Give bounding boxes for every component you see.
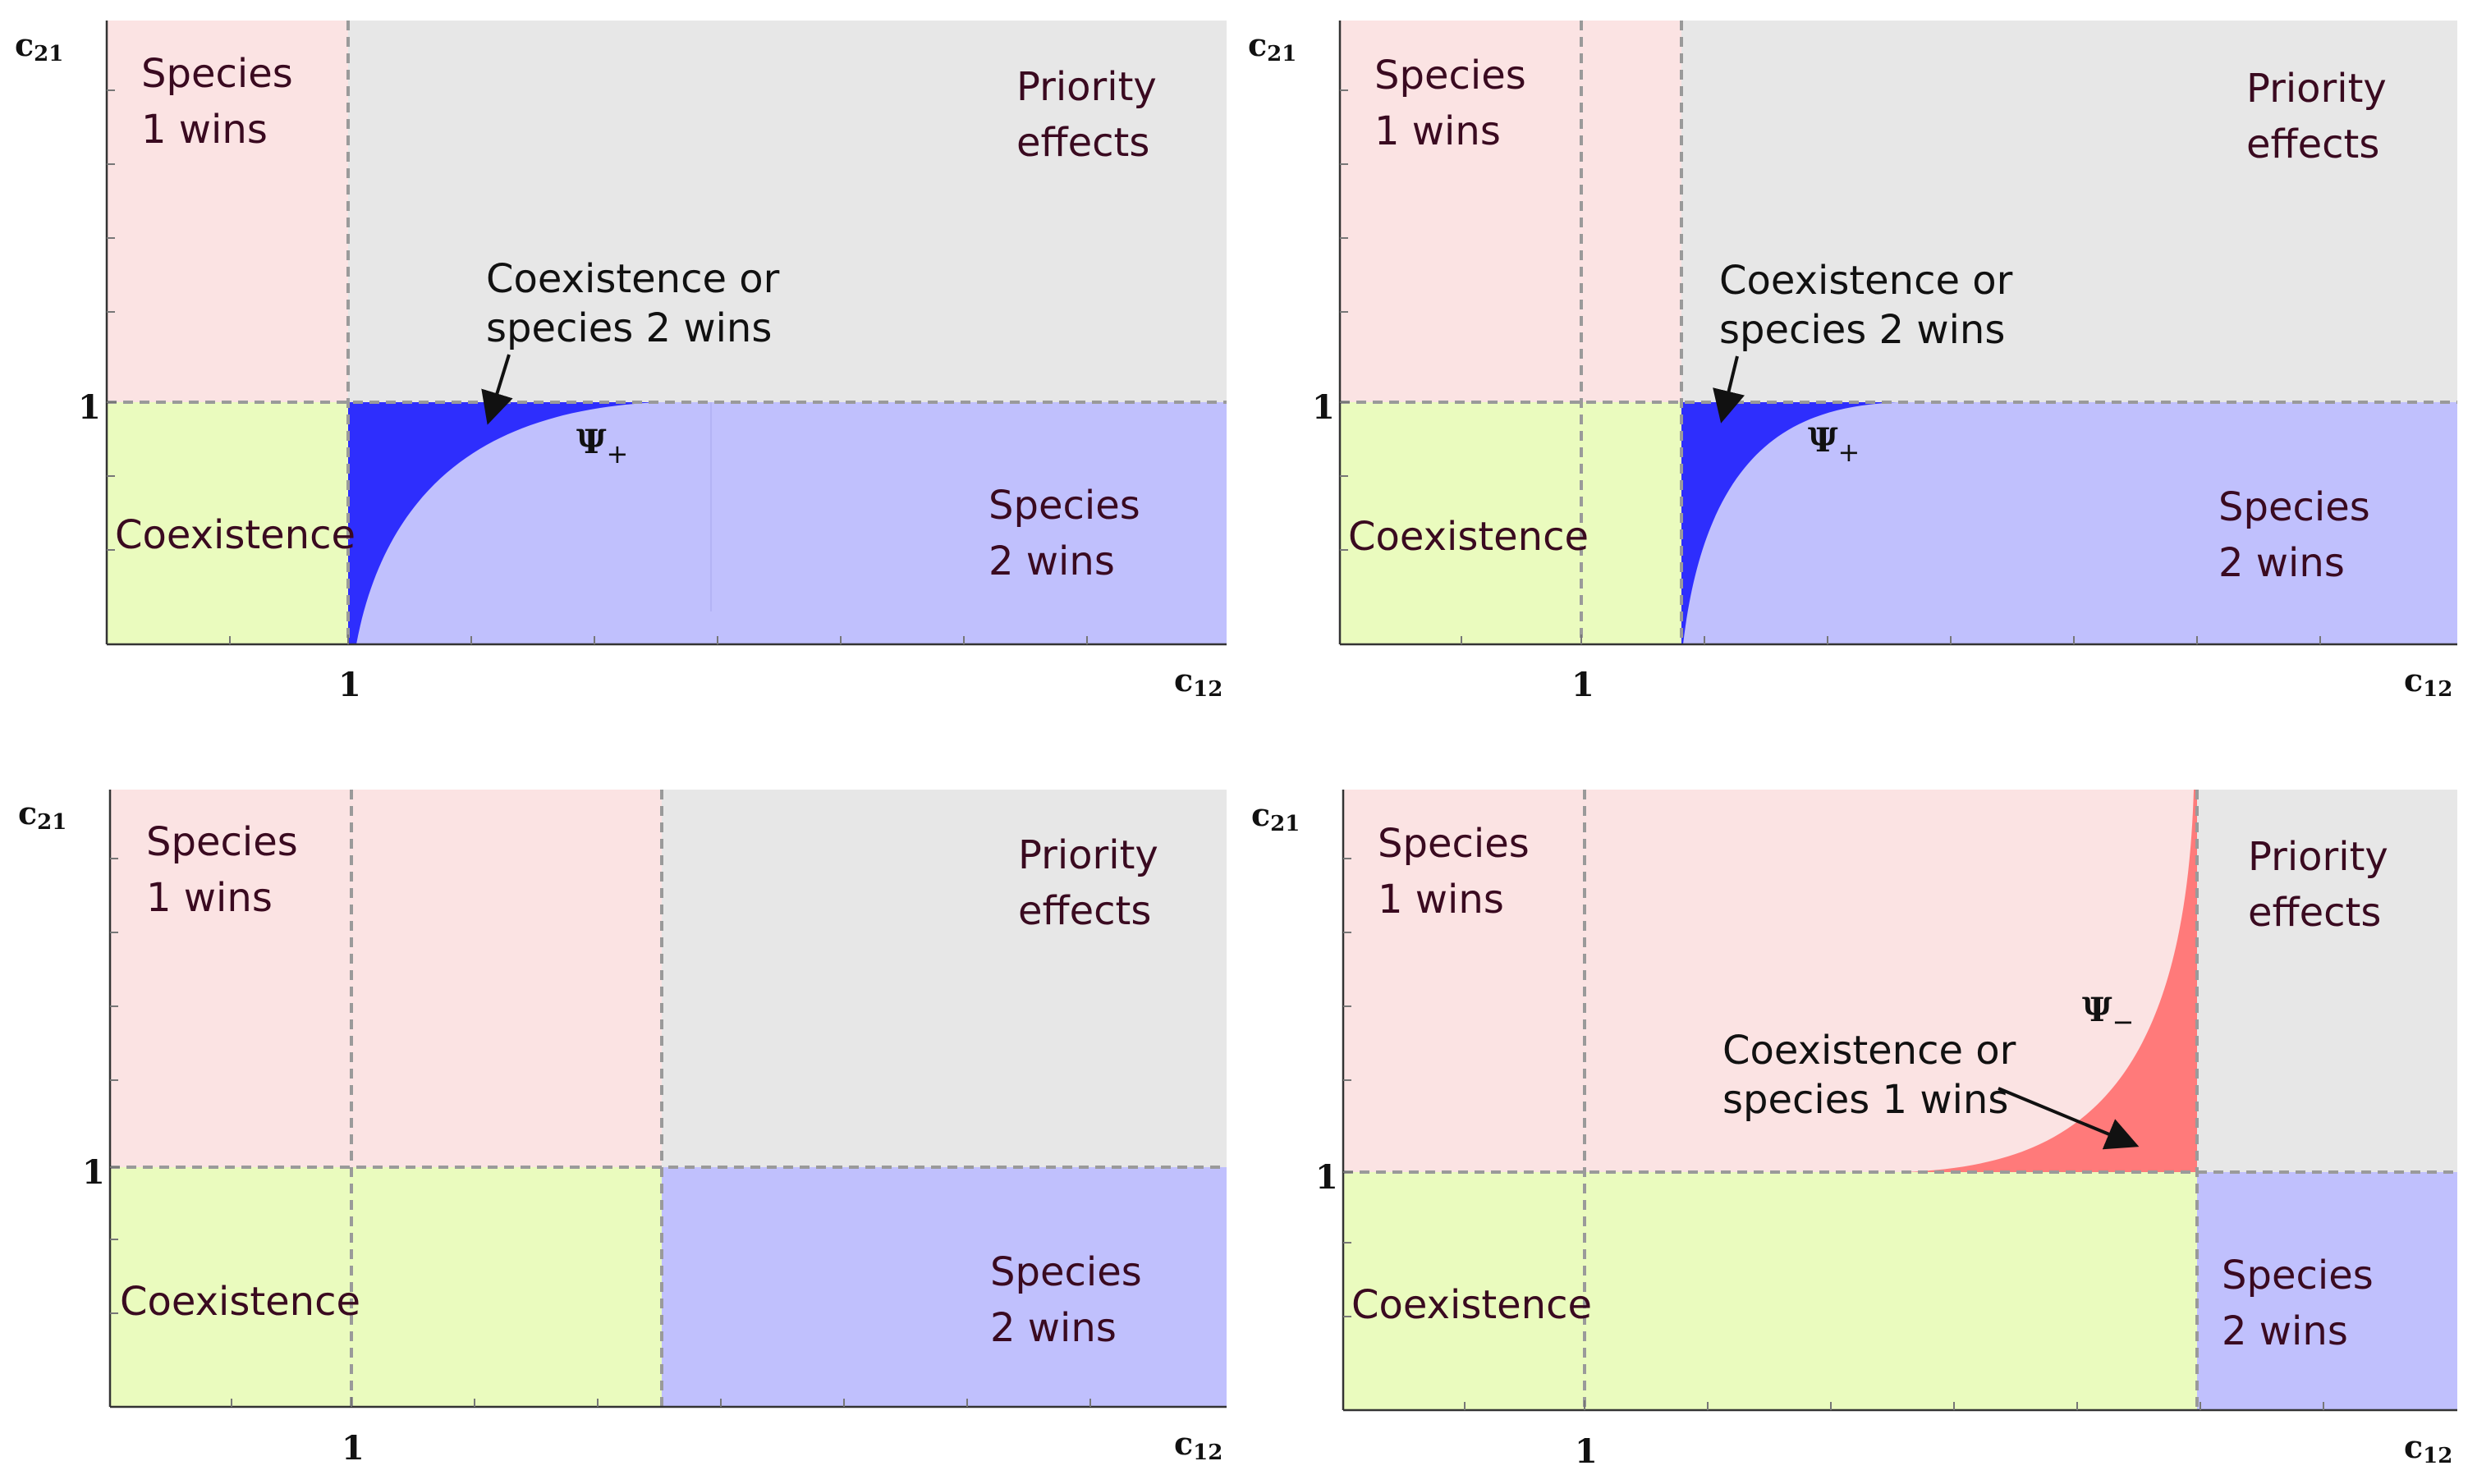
species2-region xyxy=(1681,402,2457,644)
panel-top-right: c21 c12 1 1 Species 1 wins Priority effe… xyxy=(1248,21,2457,704)
annotation-label: Coexistence or species 2 wins xyxy=(486,256,792,351)
panel-bottom-right: c21 c12 1 1 Species 1 wins Priority effe… xyxy=(1251,790,2457,1471)
species1-label: Species 1 wins xyxy=(146,819,310,921)
species2-region xyxy=(348,402,1227,644)
x-axis-label: c12 xyxy=(1174,662,1222,702)
coexistence-label: Coexistence xyxy=(1351,1282,1592,1328)
psi-label: Ψ+ xyxy=(576,423,628,469)
x-tick-one: 1 xyxy=(1575,1432,1598,1471)
species1-region xyxy=(1340,21,1681,402)
y-minor-ticks xyxy=(1343,858,1353,1317)
y-minor-ticks xyxy=(1340,89,1350,551)
x-axis-label: c12 xyxy=(2404,1428,2452,1468)
priority-region xyxy=(662,790,1227,1167)
species1-label: Species 1 wins xyxy=(1378,821,1542,923)
x-minor-ticks xyxy=(1464,1400,2324,1410)
annotation-arrow xyxy=(481,354,513,425)
priority-label: Priority effects xyxy=(1018,832,1171,934)
x-axis-label: c12 xyxy=(2404,662,2452,702)
priority-label: Priority effects xyxy=(2248,834,2401,936)
species1-region xyxy=(110,790,662,1167)
species2-region xyxy=(2197,1172,2457,1410)
x-tick-one: 1 xyxy=(342,1429,365,1468)
y-axis-label: c21 xyxy=(1248,26,1296,66)
annotation-label: Coexistence or species 1 wins xyxy=(1722,1028,2029,1123)
coexistence-region xyxy=(107,402,348,644)
coexistence-label: Coexistence xyxy=(1348,514,1589,560)
x-tick-one: 1 xyxy=(338,666,361,704)
panel-top-left: c21 c12 1 1 Species 1 wins Priority effe… xyxy=(15,21,1227,704)
y-minor-ticks xyxy=(110,858,120,1314)
x-tick-one: 1 xyxy=(1571,666,1594,704)
y-tick-one: 1 xyxy=(82,1153,105,1192)
priority-label: Priority effects xyxy=(1016,64,1169,166)
priority-region xyxy=(1681,21,2457,402)
y-tick-one: 1 xyxy=(1315,1158,1338,1197)
coexistence-label: Coexistence xyxy=(120,1279,360,1325)
y-tick-one: 1 xyxy=(1312,388,1335,427)
priority-region xyxy=(2197,790,2457,1172)
species1-region xyxy=(1343,790,2197,1172)
y-axis-label: c21 xyxy=(18,795,67,835)
y-axis-label: c21 xyxy=(15,26,63,66)
annotation-label: Coexistence or species 2 wins xyxy=(1719,258,2025,353)
species1-label: Species 1 wins xyxy=(141,51,305,153)
priority-region xyxy=(348,21,1227,402)
psi-plus-region xyxy=(1681,402,1897,644)
species2-label: Species 2 wins xyxy=(2222,1253,2386,1354)
coexistence-region xyxy=(1340,402,1681,644)
x-axis-label: c12 xyxy=(1174,1425,1222,1465)
psi-label: Ψ− xyxy=(2082,991,2134,1037)
y-axis-label: c21 xyxy=(1251,796,1300,836)
x-minor-ticks xyxy=(231,1397,1091,1407)
species2-label: Species 2 wins xyxy=(2218,484,2383,586)
psi-plus-region xyxy=(348,402,657,644)
species2-label: Species 2 wins xyxy=(990,1249,1154,1351)
species2-region xyxy=(662,1167,1227,1407)
panel-bottom-left: c21 c12 1 1 Species 1 wins Priority effe… xyxy=(18,790,1227,1468)
annotation-arrow xyxy=(1998,1087,2140,1150)
coexistence-region xyxy=(1343,1172,2197,1410)
y-tick-one: 1 xyxy=(78,388,101,427)
priority-label: Priority effects xyxy=(2246,66,2399,167)
species1-region xyxy=(107,21,348,402)
species1-label: Species 1 wins xyxy=(1374,53,1539,154)
x-minor-ticks xyxy=(229,634,1088,644)
x-minor-ticks xyxy=(1461,634,2321,644)
annotation-arrow xyxy=(1713,355,1745,424)
species2-label: Species 2 wins xyxy=(989,483,1153,584)
y-minor-ticks xyxy=(107,89,117,551)
psi-minus-region xyxy=(1905,790,2197,1172)
coexistence-label: Coexistence xyxy=(115,512,355,558)
coexistence-region xyxy=(110,1167,662,1407)
psi-label: Ψ+ xyxy=(1808,421,1860,468)
